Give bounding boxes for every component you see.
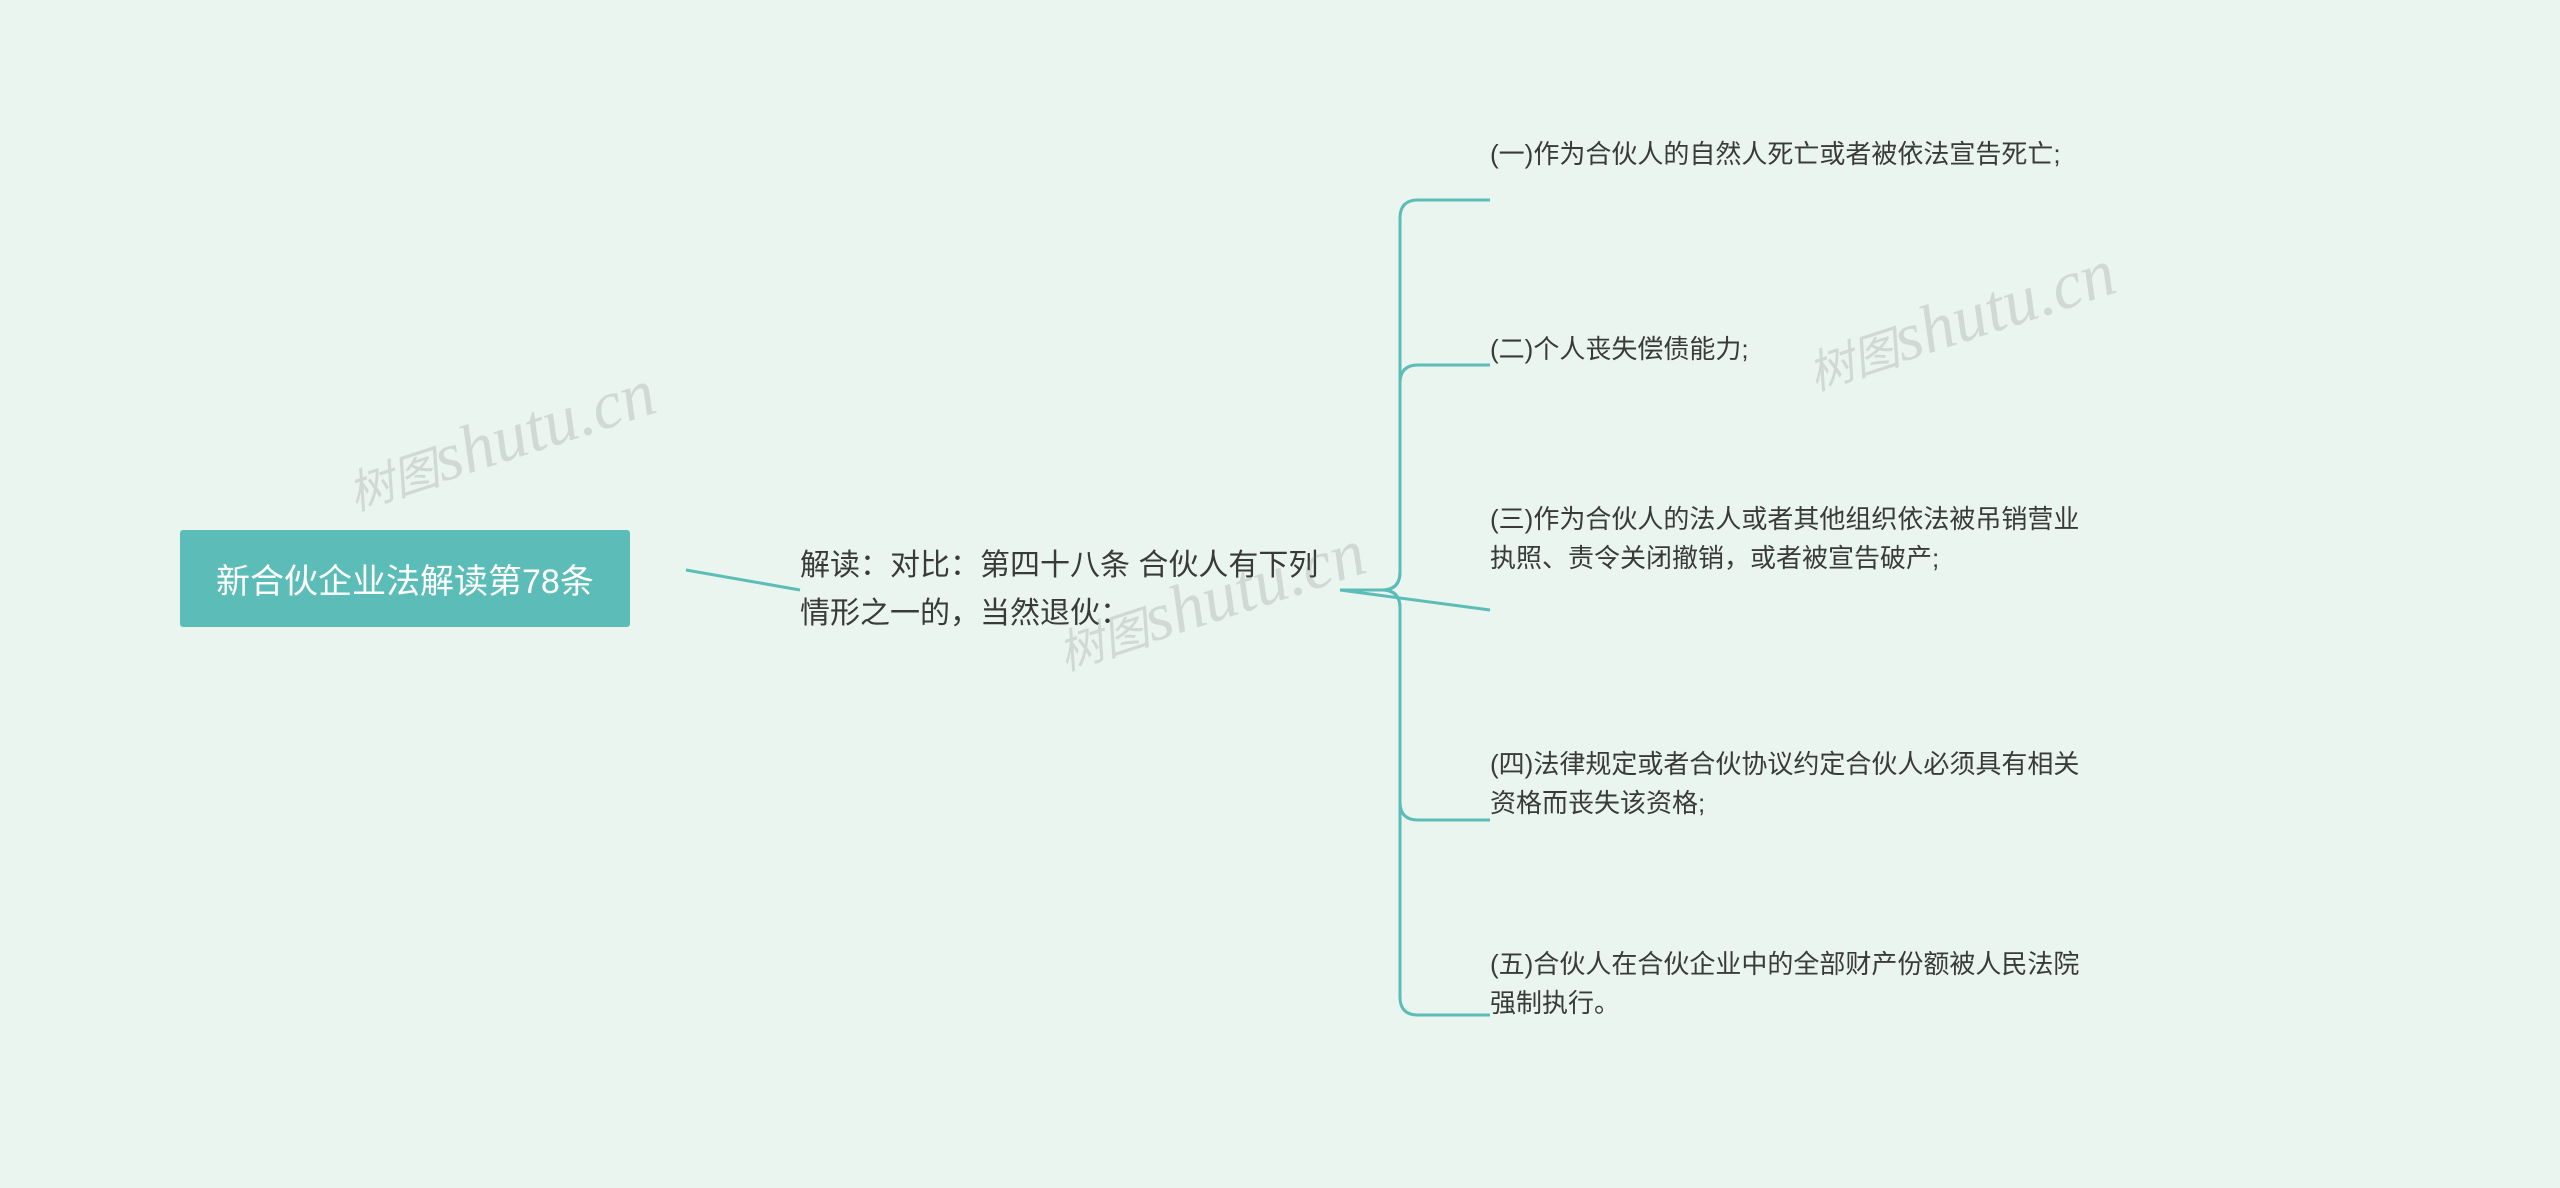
root-node: 新合伙企业法解读第78条	[180, 530, 630, 627]
connector-l1-l2-2	[1340, 590, 1490, 610]
connector-root-l1	[686, 570, 800, 590]
level2-node-3: (四)法律规定或者合伙协议约定合伙人必须具有相关资格而丧失该资格;	[1490, 745, 2080, 823]
connector-l1-l2-4	[1340, 590, 1490, 1015]
level2-node-1: (二)个人丧失偿债能力;	[1490, 330, 1749, 369]
connector-l1-l2-3	[1340, 590, 1490, 820]
connector-l1-l2-1	[1340, 365, 1490, 590]
level2-node-0: (一)作为合伙人的自然人死亡或者被依法宣告死亡;	[1490, 135, 2061, 174]
connector-l1-l2-0	[1340, 200, 1490, 590]
level2-node-4: (五)合伙人在合伙企业中的全部财产份额被人民法院强制执行。	[1490, 945, 2080, 1023]
watermark-2: 树图shutu.cn	[1796, 232, 2125, 406]
watermark-0: 树图shutu.cn	[336, 352, 665, 526]
level1-node: 解读：对比：第四十八条 合伙人有下列情形之一的，当然退伙：	[800, 542, 1340, 638]
level2-node-2: (三)作为合伙人的法人或者其他组织依法被吊销营业执照、责令关闭撤销，或者被宣告破…	[1490, 500, 2080, 578]
